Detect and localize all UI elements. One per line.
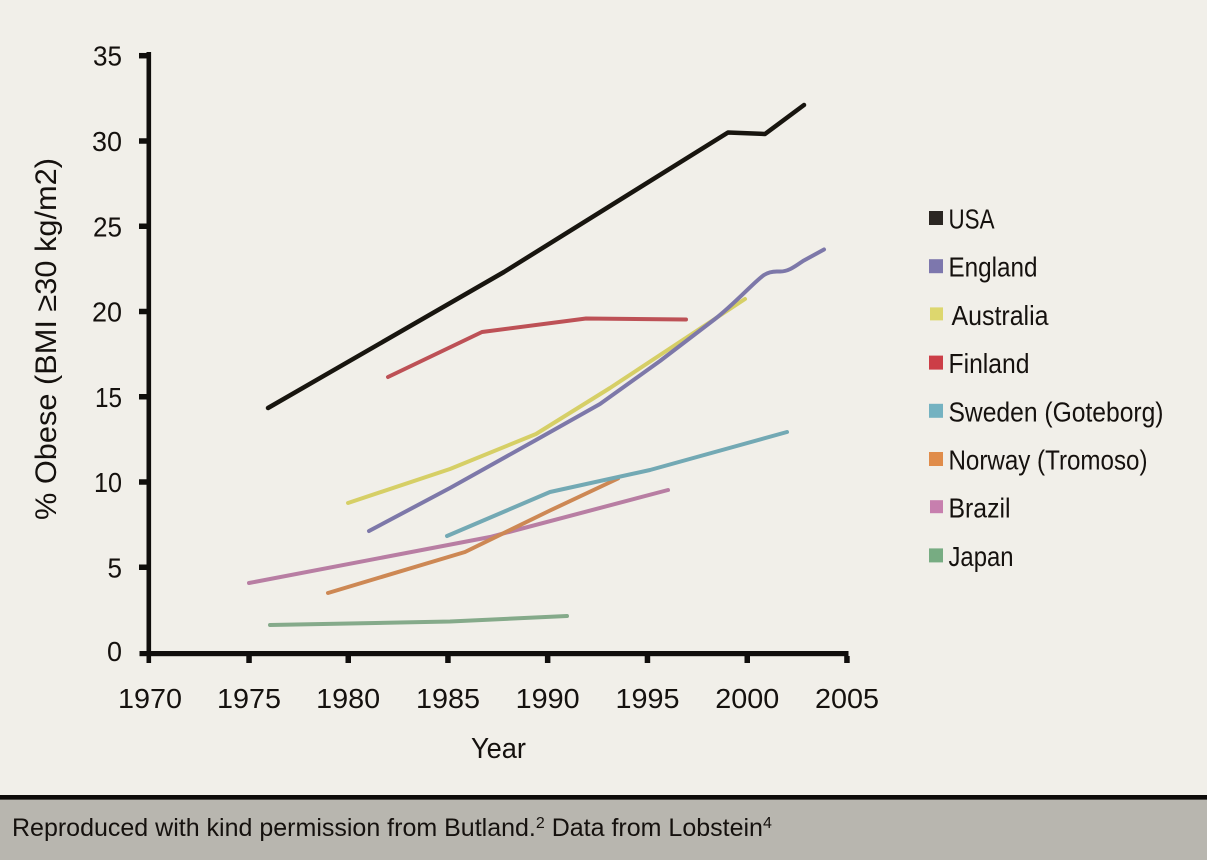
svg-text:30: 30 — [92, 126, 122, 157]
svg-text:1980: 1980 — [316, 683, 380, 714]
svg-text:Japan: Japan — [949, 541, 1014, 572]
svg-text:1970: 1970 — [118, 683, 182, 714]
svg-text:2005: 2005 — [815, 683, 879, 714]
svg-text:1975: 1975 — [217, 683, 281, 714]
svg-text:1995: 1995 — [616, 683, 680, 714]
svg-text:England: England — [949, 252, 1038, 283]
svg-text:USA: USA — [949, 204, 995, 235]
svg-text:Reproduced with kind permissio: Reproduced with kind permission from But… — [12, 814, 772, 842]
svg-text:15: 15 — [95, 382, 122, 413]
svg-text:Year: Year — [471, 733, 526, 765]
svg-text:10: 10 — [94, 467, 122, 498]
svg-text:Sweden (Goteborg): Sweden (Goteborg) — [949, 396, 1164, 427]
svg-text:2000: 2000 — [715, 683, 779, 714]
svg-text:0: 0 — [107, 636, 122, 667]
svg-text:Norway (Tromoso): Norway (Tromoso) — [949, 445, 1148, 476]
svg-text:1985: 1985 — [416, 683, 480, 714]
svg-text:35: 35 — [93, 41, 122, 72]
svg-text:Brazil: Brazil — [949, 493, 1011, 524]
svg-text:% Obese (BMI ≥30 kg/m2): % Obese (BMI ≥30 kg/m2) — [30, 158, 63, 520]
svg-text:Australia: Australia — [952, 300, 1049, 331]
svg-text:1990: 1990 — [516, 683, 580, 714]
svg-text:5: 5 — [108, 552, 123, 583]
svg-text:20: 20 — [92, 297, 122, 328]
svg-text:25: 25 — [93, 211, 122, 242]
svg-text:Finland: Finland — [949, 348, 1030, 379]
